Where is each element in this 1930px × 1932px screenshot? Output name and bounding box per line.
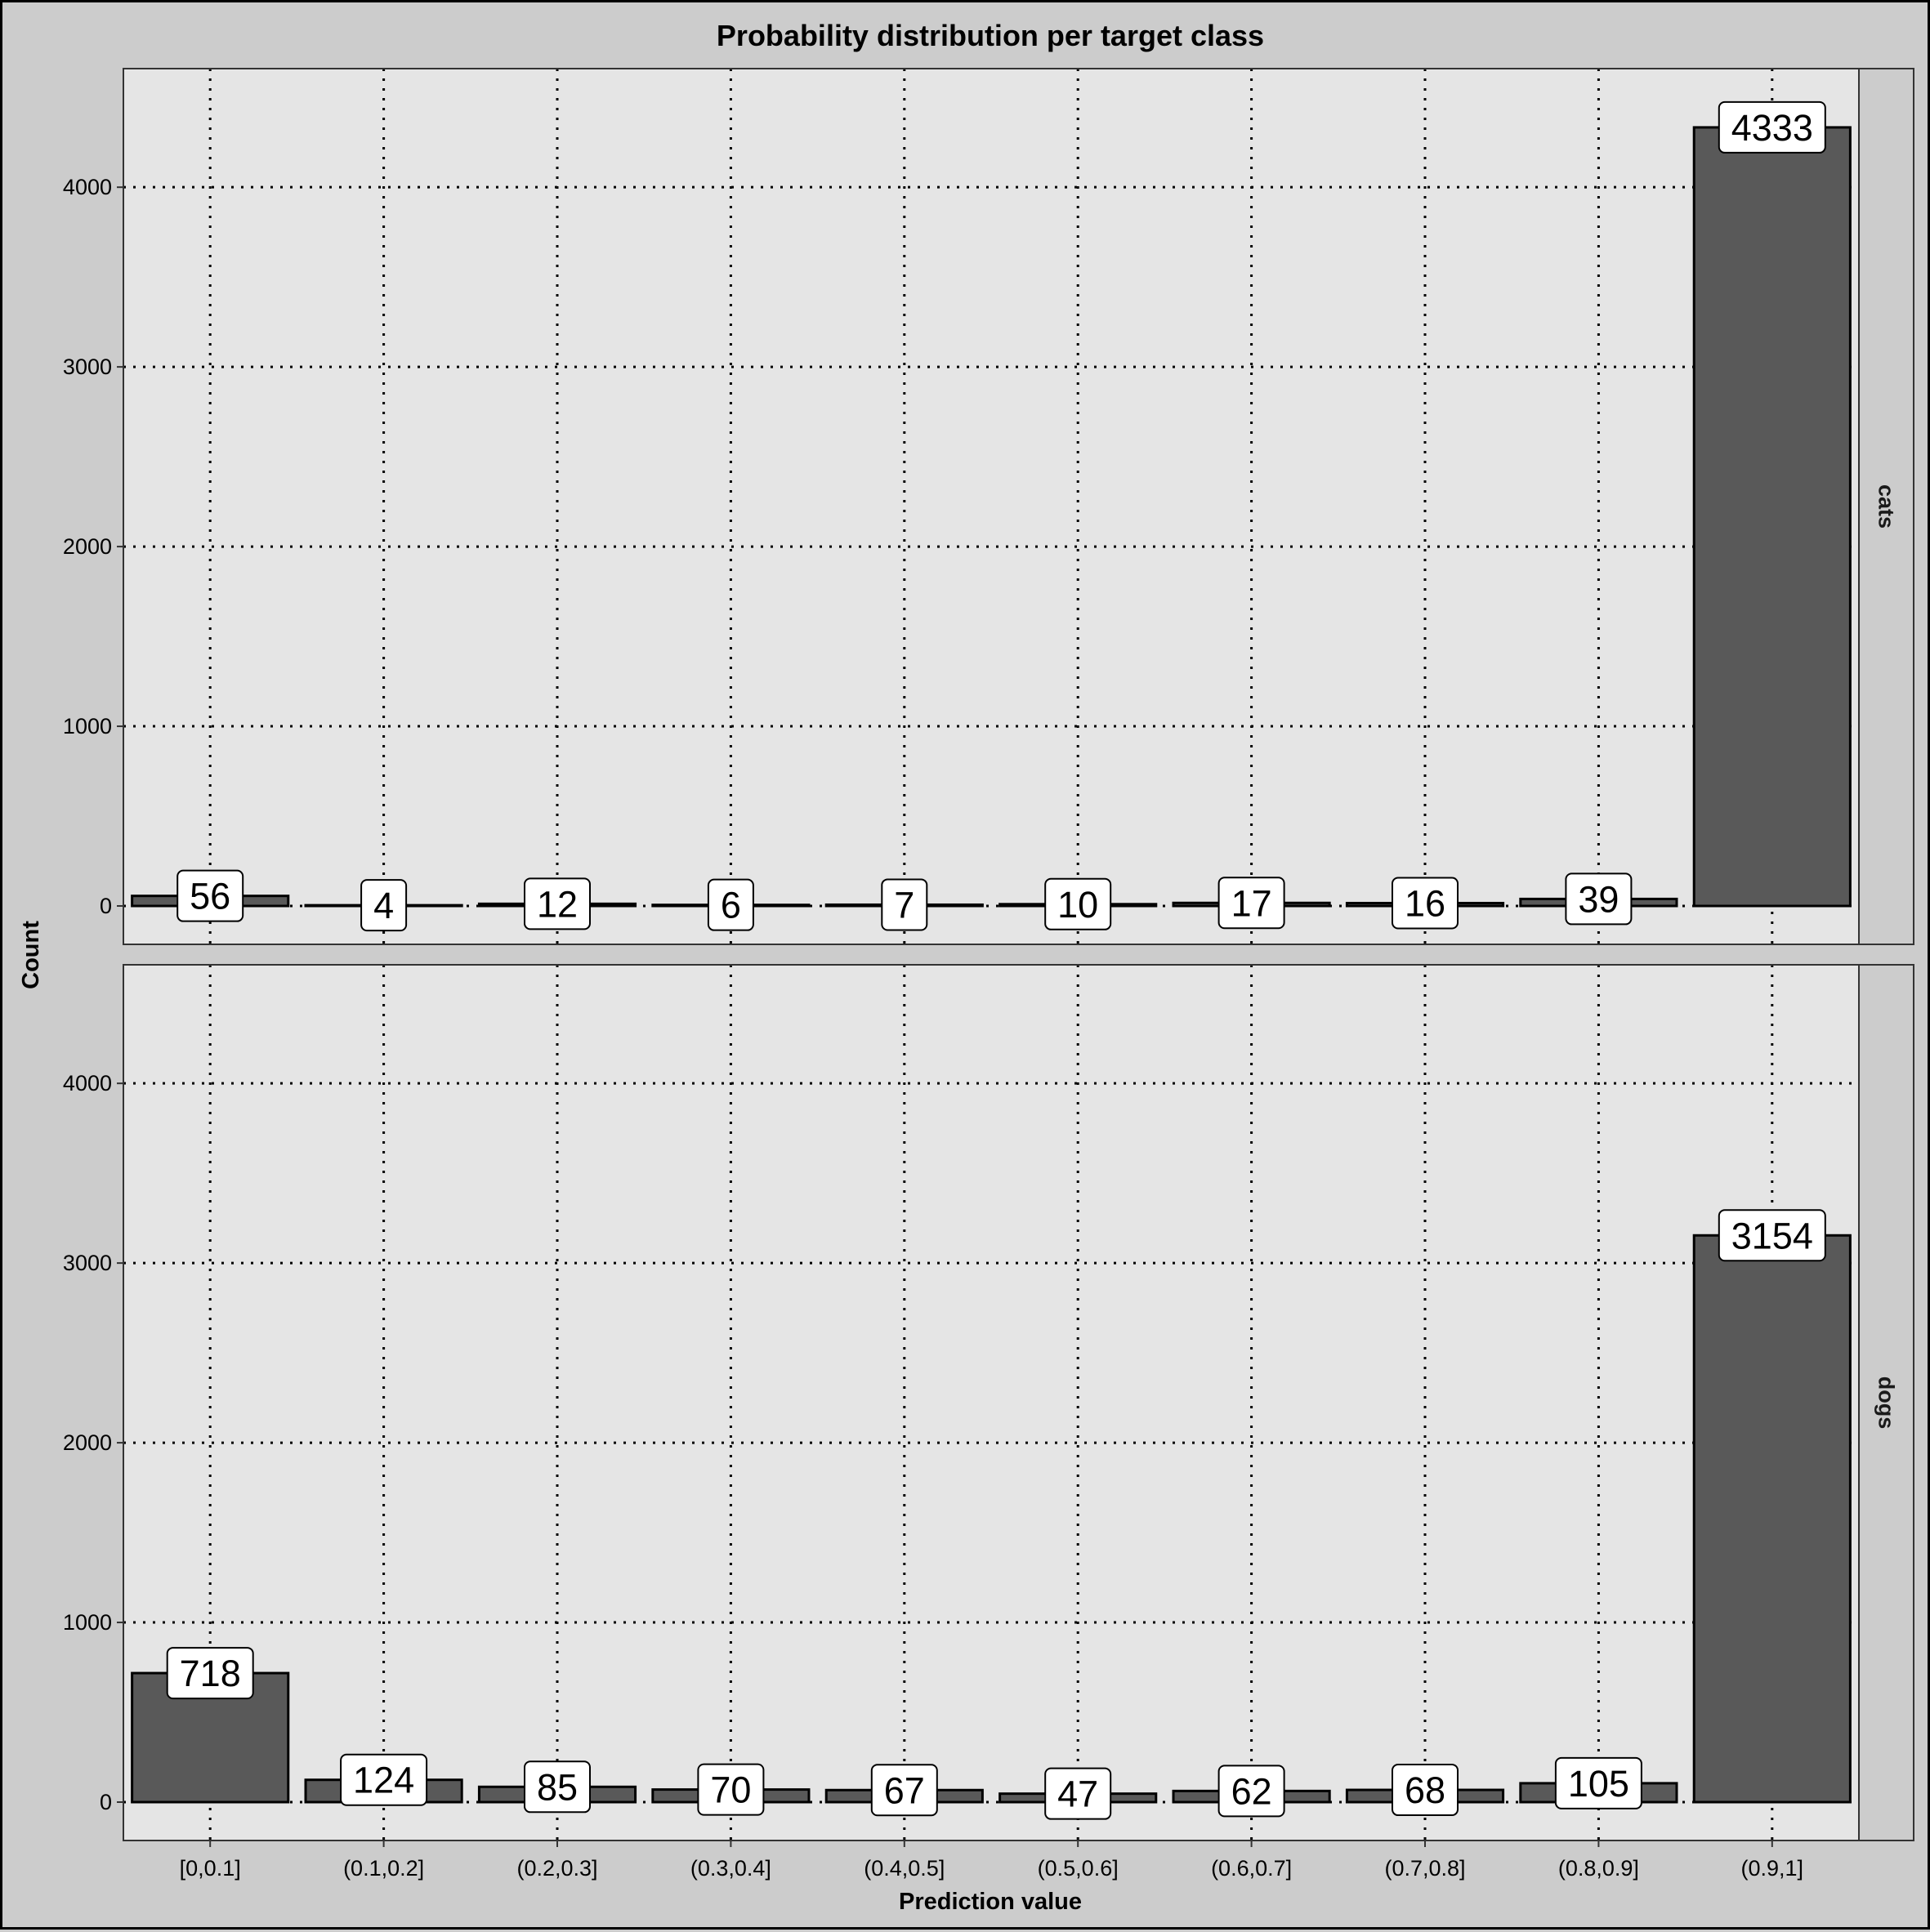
data-label: 10 (1057, 884, 1098, 926)
x-tick-label: (0.9,1] (1741, 1856, 1804, 1881)
data-label: 85 (537, 1766, 578, 1808)
x-tick-label: (0.7,0.8] (1384, 1856, 1465, 1881)
y-tick-label: 0 (100, 1790, 112, 1814)
data-label: 4 (373, 885, 394, 926)
data-label-box (340, 1753, 428, 1806)
data-label: 68 (1405, 1769, 1445, 1811)
data-label: 70 (710, 1769, 751, 1811)
y-tick-label: 3000 (63, 355, 112, 379)
chart-title: Probability distribution per target clas… (717, 19, 1264, 52)
y-axis-title: Count (18, 921, 44, 989)
panel-dogs: 718 124 85 70 67 47 62 68 105 3154 dogs 0 1000 2000 30… (63, 964, 1914, 1841)
data-label: 17 (1231, 882, 1272, 924)
data-label: 47 (1057, 1774, 1098, 1815)
x-tick-label: (0.4,0.5] (864, 1856, 945, 1881)
data-label-box (1044, 877, 1112, 930)
data-label-box (1217, 877, 1285, 930)
panel-background (123, 69, 1859, 944)
data-label: 7 (894, 884, 914, 926)
data-label: 62 (1231, 1770, 1272, 1812)
bar (1692, 126, 1852, 908)
data-label-box (176, 869, 244, 922)
y-tick-label: 1000 (63, 1610, 112, 1635)
data-label-box (870, 1764, 938, 1817)
data-label-box (1392, 877, 1459, 930)
y-tick-label: 2000 (63, 1430, 112, 1455)
data-label: 16 (1405, 882, 1445, 924)
data-label: 124 (353, 1760, 414, 1801)
data-label: 3154 (1731, 1215, 1813, 1256)
data-label-box (697, 1763, 765, 1816)
data-label-box (1217, 1765, 1285, 1818)
data-label: 4333 (1731, 107, 1813, 149)
strip-label-dogs: dogs (1874, 1376, 1899, 1430)
bar (1692, 1234, 1852, 1804)
data-label-box (1718, 1209, 1826, 1262)
data-label-box (524, 877, 591, 930)
data-label: 718 (180, 1653, 241, 1694)
data-label: 39 (1578, 878, 1619, 920)
strip-label-cats: cats (1874, 484, 1899, 529)
x-tick-label: (0.3,0.4] (690, 1856, 771, 1881)
data-label-box (1718, 100, 1826, 154)
data-label-box (707, 878, 754, 931)
panels-layer: 56 4 12 6 7 10 17 16 394333cats01000200030004000… (63, 68, 1914, 1881)
y-tick-label: 4000 (63, 1071, 112, 1095)
data-label-box (166, 1647, 254, 1700)
strip-background (1858, 964, 1914, 1841)
data-label: 105 (1568, 1763, 1629, 1805)
x-tick-label: (0.5,0.6] (1038, 1856, 1119, 1881)
x-tick-label: (0.1,0.2] (343, 1856, 424, 1881)
x-tick-label: (0.2,0.3] (516, 1856, 597, 1881)
data-label: 56 (190, 876, 230, 917)
data-label-box (1554, 1756, 1642, 1809)
data-label-box (1565, 872, 1633, 926)
y-tick-label: 4000 (63, 175, 112, 199)
data-label: 67 (884, 1769, 925, 1811)
data-label-box (1392, 1764, 1459, 1817)
data-label: 12 (537, 883, 578, 925)
strip-background (1858, 68, 1914, 945)
panel-background (123, 965, 1859, 1841)
data-label-box (1044, 1767, 1112, 1820)
x-tick-label: [0,0.1] (180, 1856, 241, 1881)
x-axis-title: Prediction value (899, 1889, 1082, 1915)
y-tick-label: 1000 (63, 714, 112, 738)
data-label-box (360, 879, 408, 932)
y-tick-label: 2000 (63, 534, 112, 559)
data-label-box (881, 878, 928, 931)
data-label-box (524, 1760, 591, 1814)
y-tick-label: 3000 (63, 1251, 112, 1275)
y-tick-label: 0 (100, 894, 112, 918)
x-tick-label: (0.8,0.9] (1558, 1856, 1639, 1881)
x-tick-label: (0.6,0.7] (1211, 1856, 1292, 1881)
data-label: 6 (721, 885, 741, 926)
panel-cats: 56 4 12 6 7 10 17 16 39 4333 cats 0 1000 2000 3000 4000 (63, 68, 1914, 945)
